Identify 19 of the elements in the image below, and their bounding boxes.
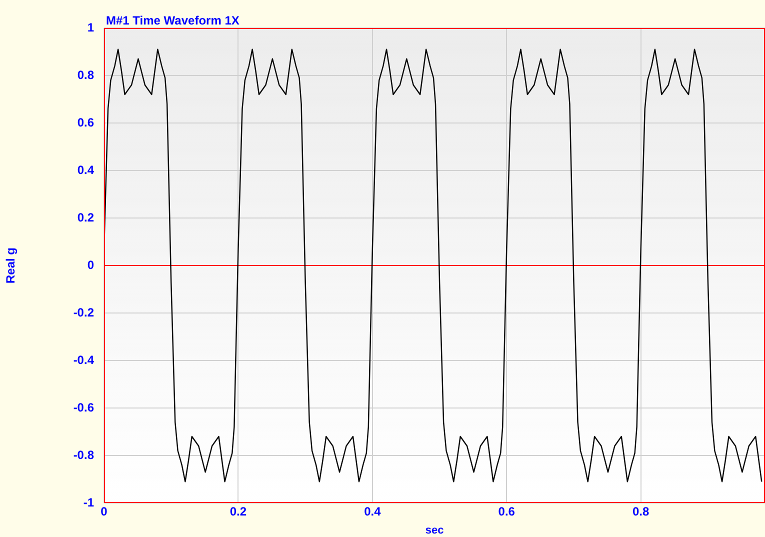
y-tick-label: -0.4 bbox=[73, 352, 94, 367]
x-tick-label: 0.4 bbox=[364, 504, 382, 519]
y-tick-label: -0.2 bbox=[73, 305, 94, 320]
x-axis-title: sec bbox=[425, 524, 444, 536]
x-tick-label: 0.2 bbox=[230, 504, 247, 519]
y-tick-label: -0.8 bbox=[73, 448, 94, 462]
y-tick-label: 0 bbox=[87, 258, 94, 272]
y-tick-label: -0.6 bbox=[73, 400, 94, 414]
x-tick-label: 0 bbox=[100, 504, 108, 519]
y-tick-label: 0.8 bbox=[77, 68, 94, 82]
y-tick-label: 0.2 bbox=[77, 210, 94, 224]
y-tick-label: -1 bbox=[83, 495, 94, 510]
y-axis-title: Real g bbox=[4, 247, 18, 284]
x-tick-label: 0.6 bbox=[498, 504, 516, 519]
y-tick-label: 0.4 bbox=[77, 162, 94, 177]
x-tick-label: 0.8 bbox=[632, 504, 650, 519]
chart-title: M#1 Time Waveform 1X bbox=[106, 13, 240, 28]
y-tick-label: 0.6 bbox=[77, 115, 94, 130]
y-tick-label: 1 bbox=[87, 20, 94, 34]
